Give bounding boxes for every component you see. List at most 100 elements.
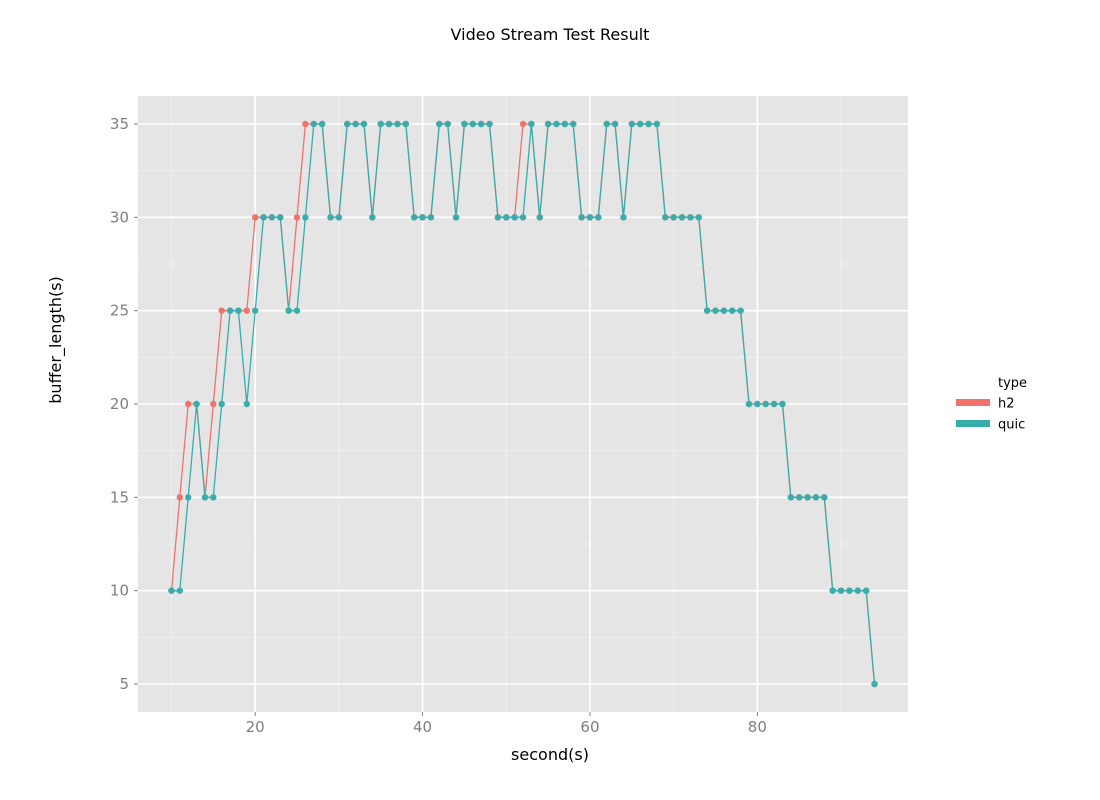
series-layer: [168, 120, 878, 688]
data-point-quic: [310, 120, 317, 128]
y-tick-label: 5: [119, 675, 129, 693]
chart-title: Video Stream Test Result: [451, 25, 650, 44]
data-point-quic: [837, 587, 845, 594]
data-point-quic: [277, 214, 284, 221]
data-point-quic: [687, 214, 694, 221]
data-point-h2: [293, 214, 301, 221]
data-point-quic: [645, 120, 652, 128]
data-point-quic: [243, 400, 251, 408]
data-point-quic: [369, 214, 376, 221]
data-point-quic: [452, 214, 460, 221]
data-point-quic: [846, 587, 853, 594]
data-point-quic: [385, 120, 393, 128]
data-point-quic: [318, 120, 326, 128]
data-point-quic: [586, 214, 594, 221]
data-point-quic: [787, 494, 795, 501]
data-point-quic: [293, 307, 301, 314]
data-point-quic: [795, 494, 803, 501]
legend: type h2 quic: [956, 376, 1027, 433]
data-point-h2: [210, 400, 217, 408]
data-point-quic: [344, 120, 351, 128]
data-point-quic: [695, 214, 702, 221]
y-tick-label: 25: [110, 302, 129, 320]
legend-label-quic: quic: [998, 418, 1025, 433]
data-point-quic: [678, 214, 686, 221]
data-point-quic: [402, 120, 410, 128]
data-point-h2: [251, 214, 259, 221]
data-point-quic: [260, 214, 267, 221]
data-point-quic: [218, 400, 225, 408]
data-point-h2: [185, 400, 192, 408]
data-point-quic: [503, 214, 510, 221]
data-point-quic: [410, 214, 418, 221]
data-point-quic: [745, 400, 753, 408]
data-point-quic: [653, 120, 661, 128]
data-point-quic: [854, 587, 861, 594]
x-axis-title: second(s): [511, 745, 589, 764]
legend-key-quic: [956, 420, 990, 427]
data-point-quic: [226, 307, 234, 314]
data-point-quic: [595, 214, 602, 221]
data-point-quic: [394, 120, 401, 128]
data-point-quic: [360, 120, 368, 128]
data-point-h2: [243, 307, 251, 314]
data-point-quic: [720, 307, 728, 314]
data-point-quic: [862, 587, 870, 594]
x-tick-label: 40: [413, 718, 432, 736]
y-axis-title: buffer_length(s): [46, 276, 66, 404]
data-point-quic: [251, 307, 259, 314]
data-point-quic: [662, 214, 669, 221]
data-point-quic: [544, 120, 552, 128]
data-point-quic: [427, 214, 435, 221]
data-point-quic: [268, 214, 276, 221]
data-point-quic: [444, 120, 451, 128]
data-point-quic: [561, 120, 569, 128]
data-point-quic: [829, 587, 836, 594]
data-point-quic: [762, 400, 769, 408]
data-point-quic: [335, 214, 343, 221]
data-point-quic: [486, 120, 493, 128]
data-point-quic: [754, 400, 761, 408]
data-point-h2: [519, 120, 527, 128]
data-point-quic: [570, 120, 577, 128]
data-point-quic: [821, 494, 828, 501]
data-point-quic: [620, 214, 627, 221]
data-point-quic: [553, 120, 560, 128]
data-point-quic: [210, 494, 217, 501]
data-point-h2: [218, 307, 225, 314]
data-point-quic: [804, 494, 811, 501]
data-point-quic: [519, 214, 527, 221]
data-point-quic: [611, 120, 619, 128]
y-tick-label: 30: [110, 208, 129, 226]
x-tick-label: 20: [246, 718, 265, 736]
data-point-quic: [419, 214, 426, 221]
y-tick-label: 15: [110, 488, 129, 506]
data-point-quic: [511, 214, 518, 221]
y-tick-label: 20: [110, 395, 129, 413]
data-point-quic: [779, 400, 786, 408]
data-point-quic: [461, 120, 468, 128]
data-point-quic: [285, 307, 292, 314]
data-point-quic: [327, 214, 334, 221]
data-point-quic: [352, 120, 359, 128]
data-point-quic: [302, 214, 309, 221]
data-point-quic: [494, 214, 502, 221]
data-point-quic: [201, 494, 209, 501]
data-point-quic: [377, 120, 384, 128]
data-point-quic: [729, 307, 736, 314]
axis-ticks: 20 40 60 80 5 10 15 20 25 30 35: [110, 115, 767, 736]
y-tick-label: 10: [110, 582, 129, 600]
data-point-quic: [871, 680, 878, 688]
data-point-quic: [469, 120, 476, 128]
data-point-quic: [712, 307, 719, 314]
x-tick-label: 80: [748, 718, 767, 736]
data-point-h2: [176, 494, 184, 501]
legend-title: type: [998, 376, 1027, 391]
data-point-quic: [176, 587, 184, 594]
data-point-quic: [636, 120, 644, 128]
data-point-quic: [770, 400, 778, 408]
data-point-quic: [703, 307, 711, 314]
y-tick-label: 35: [110, 115, 129, 133]
